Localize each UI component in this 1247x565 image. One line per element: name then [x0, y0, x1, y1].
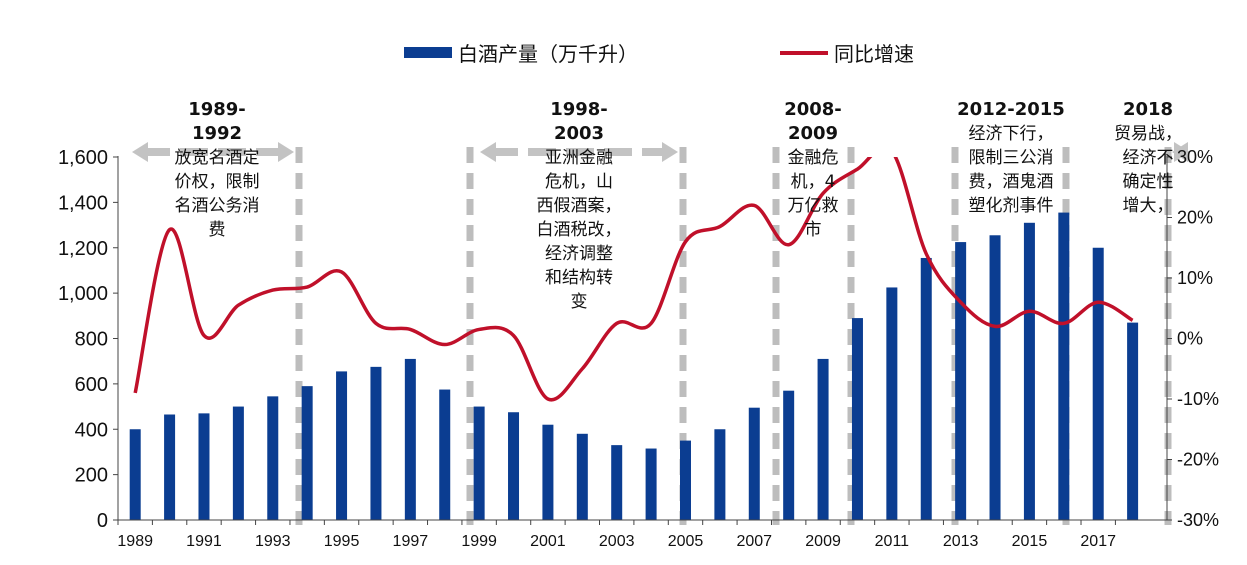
bar-production [129, 429, 141, 520]
bar-production [817, 358, 829, 520]
x-axis-tick-label: 2013 [943, 533, 979, 550]
right-axis-tick-label: 20% [1177, 208, 1213, 228]
right-axis-tick-label: -20% [1177, 450, 1219, 470]
period-annotation-body: 金融危 机，4 万亿救 市 [787, 148, 839, 240]
period-annotation-title: 2018 [1122, 99, 1174, 120]
legend-line-swatch [780, 50, 828, 55]
period-annotation: 2018 贸易战， 经济不 确定性 增大， [1108, 98, 1188, 218]
period-arrow-head [662, 142, 678, 162]
bar-production [886, 287, 898, 520]
x-axis-tick-label: 2017 [1080, 533, 1116, 550]
right-axis-tick-label: -10% [1177, 389, 1219, 409]
x-axis-tick-label: 2001 [530, 533, 566, 550]
x-axis-tick-label: 2015 [1012, 533, 1048, 550]
legend-item-growth: 同比增速 [780, 38, 914, 67]
left-axis-tick-label: 400 [75, 419, 108, 441]
x-axis-tick-label: 1991 [186, 533, 222, 550]
bar-production [679, 440, 691, 520]
period-annotation-title: 1989- 1992 [188, 99, 246, 144]
x-axis-tick-label: 1989 [117, 533, 153, 550]
right-axis-tick-label: 0% [1177, 329, 1203, 349]
left-axis-tick-label: 1,200 [58, 238, 108, 260]
bar-production [404, 358, 416, 520]
left-axis-tick-label: 600 [75, 374, 108, 396]
left-axis-tick-label: 200 [75, 465, 108, 487]
period-annotation-body: 经济下行， 限制三公消 费，酒鬼酒 塑化剂事件 [968, 124, 1054, 216]
left-axis-tick-label: 1,600 [58, 147, 108, 169]
growth-line [133, 157, 1134, 402]
bar-production [851, 318, 863, 520]
bar-production [576, 433, 588, 520]
bar-production [1058, 212, 1070, 520]
legend-item-production: 白酒产量（万千升） [404, 38, 638, 67]
period-annotation-title: 1998- 2003 [550, 99, 608, 144]
legend-label-production: 白酒产量（万千升） [458, 42, 638, 66]
bar-production [1092, 247, 1104, 520]
x-axis-tick-label: 2005 [668, 533, 704, 550]
period-annotation: 1998- 2003 亚洲金融 危机，山 西假酒案， 白酒税改， 经济调整 和结构… [520, 98, 638, 314]
bar-production [542, 424, 554, 520]
bar-production [748, 407, 760, 520]
period-arrow-head [1174, 142, 1190, 162]
period-annotation: 2012-2015 经济下行， 限制三公消 费，酒鬼酒 塑化剂事件 [950, 98, 1072, 218]
bar-production [267, 396, 279, 520]
bar-production [370, 366, 382, 520]
period-annotation-body: 亚洲金融 危机，山 西假酒案， 白酒税改， 经济调整 和结构转 变 [536, 148, 622, 312]
period-arrow-head [480, 142, 496, 162]
bar-production [164, 414, 176, 520]
period-annotation-title: 2012-2015 [957, 99, 1065, 120]
x-axis-tick-label: 1993 [255, 533, 291, 550]
period-annotation-title: 2008- 2009 [784, 99, 842, 144]
period-annotation-body: 贸易战， 经济不 确定性 增大， [1114, 124, 1182, 216]
bar-production [508, 412, 520, 520]
bar-production [439, 389, 451, 520]
x-axis-tick-label: 2007 [736, 533, 772, 550]
bar-production [783, 390, 795, 520]
x-axis-tick-label: 2011 [875, 533, 910, 550]
right-axis-tick-label: -30% [1177, 510, 1219, 530]
period-annotation: 2008- 2009 金融危 机，4 万亿救 市 [772, 98, 854, 242]
x-axis-tick-label: 2003 [599, 533, 635, 550]
x-axis-tick-label: 1995 [324, 533, 360, 550]
left-axis-tick-label: 0 [97, 510, 108, 532]
bar-production [714, 429, 726, 520]
x-axis-tick-label: 1997 [393, 533, 429, 550]
period-arrow-head [278, 142, 294, 162]
right-axis-tick-label: 10% [1177, 268, 1213, 288]
bar-production [232, 406, 244, 520]
bar-production [301, 386, 313, 520]
bar-production [645, 448, 657, 520]
period-annotation-body: 放宽名酒定 价权，限制 名酒公务消 费 [174, 148, 260, 240]
bar-production [611, 445, 623, 520]
x-axis-tick-label: 1999 [461, 533, 497, 550]
period-annotation: 1989- 1992 放宽名酒定 价权，限制 名酒公务消 费 [158, 98, 276, 242]
bar-production [198, 413, 210, 520]
bar-production [1127, 322, 1139, 520]
bar-production [1023, 222, 1035, 520]
bar-production [336, 371, 348, 520]
right-axis-tick-label: 30% [1177, 147, 1213, 167]
left-axis-tick-label: 1,400 [58, 192, 108, 214]
x-axis-tick-label: 2009 [805, 533, 841, 550]
legend-label-growth: 同比增速 [834, 42, 914, 66]
left-axis-tick-label: 1,000 [58, 283, 108, 305]
bar-production [473, 406, 485, 520]
bar-production [955, 242, 967, 520]
chart-legend: 白酒产量（万千升） 同比增速 [0, 38, 1247, 68]
period-arrow-head [132, 142, 148, 162]
bar-production [920, 257, 932, 520]
left-axis-tick-label: 800 [75, 329, 108, 351]
bar-production [989, 235, 1001, 520]
legend-bar-swatch [404, 47, 452, 58]
